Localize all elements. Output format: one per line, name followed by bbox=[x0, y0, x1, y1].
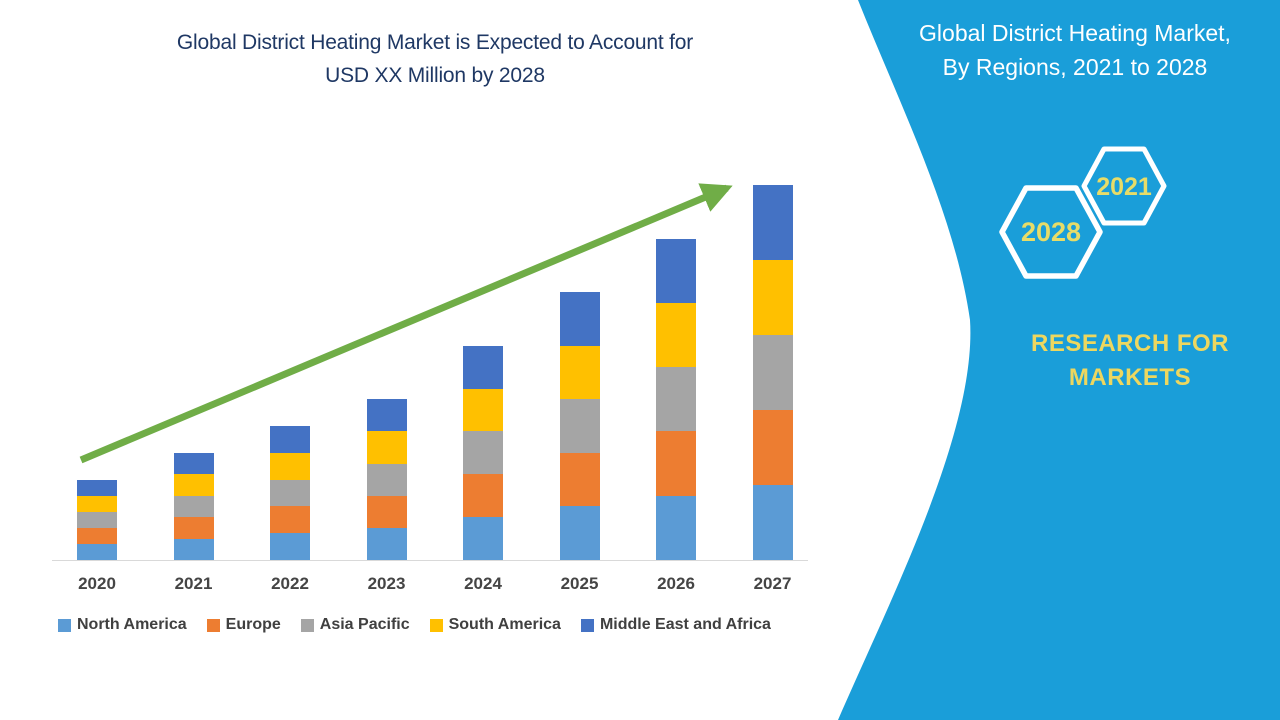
brand-text: RESEARCH FOR MARKETS bbox=[1000, 327, 1260, 395]
bar-segment-north-america bbox=[173, 538, 214, 560]
bar-2023 bbox=[366, 399, 407, 560]
bar-2022 bbox=[270, 426, 310, 560]
bar-segment-asia-pacific bbox=[463, 431, 503, 475]
chart-legend: North America Europe Asia Pacific South Ame… bbox=[58, 616, 771, 634]
x-axis-label-2022: 2022 bbox=[271, 574, 309, 593]
legend-item-south-america: South America bbox=[429, 616, 561, 634]
bar-segment-south-america bbox=[270, 452, 310, 480]
bar-segment-north-america bbox=[752, 485, 793, 560]
bar-segment-asia-pacific bbox=[559, 399, 600, 453]
legend-item-europe: Europe bbox=[206, 616, 281, 634]
badge-year-2028: 2028 bbox=[1021, 217, 1081, 247]
legend-swatch-icon bbox=[58, 618, 71, 632]
x-axis-line bbox=[52, 560, 808, 561]
bar-2027 bbox=[752, 185, 793, 560]
hexagon-badges: 2028 2021 bbox=[999, 146, 1167, 279]
bar-segment-north-america bbox=[366, 527, 407, 560]
hexagon-2028-icon bbox=[999, 185, 1103, 279]
bar-segment-asia-pacific bbox=[270, 479, 310, 507]
badge-year-2021: 2021 bbox=[1096, 173, 1152, 201]
bar-segment-south-america bbox=[463, 388, 503, 432]
legend-swatch-icon bbox=[206, 618, 220, 632]
legend-swatch-icon bbox=[429, 618, 443, 632]
bar-segment-europe bbox=[77, 527, 117, 544]
chart-title: Global District Heating Market is Expect… bbox=[60, 26, 810, 92]
bar-2026 bbox=[656, 238, 696, 560]
x-axis-label-2027: 2027 bbox=[753, 574, 792, 593]
legend-swatch-icon bbox=[300, 618, 314, 632]
bar-segment-europe bbox=[463, 474, 503, 518]
x-axis-label-2020: 2020 bbox=[78, 574, 116, 593]
bar-segment-south-america bbox=[173, 474, 214, 496]
bar-segment-asia-pacific bbox=[77, 511, 117, 528]
bar-segment-middle-east-and-africa bbox=[366, 399, 407, 432]
bar-segment-europe bbox=[270, 506, 310, 534]
bar-2024 bbox=[463, 345, 503, 560]
legend-item-north-america: North America bbox=[58, 616, 187, 634]
chart-title-line2: USD XX Million by 2028 bbox=[325, 64, 545, 87]
legend-item-asia-pacific: Asia Pacific bbox=[300, 616, 410, 634]
bar-segment-north-america bbox=[77, 543, 117, 560]
legend-label: Europe bbox=[225, 616, 281, 633]
bar-segment-asia-pacific bbox=[173, 495, 214, 518]
bar-segment-south-america bbox=[656, 302, 696, 368]
chart-title-line1: Global District Heating Market is Expect… bbox=[176, 31, 694, 54]
panel-title-line1: Global District Heating Market, bbox=[919, 20, 1231, 46]
x-axis-label-2023: 2023 bbox=[367, 574, 406, 593]
bar-2021 bbox=[173, 452, 214, 560]
legend-label: North America bbox=[77, 616, 187, 633]
bar-segment-south-america bbox=[366, 431, 407, 464]
legend-label: Middle East and Africa bbox=[599, 616, 771, 633]
bar-segment-north-america bbox=[270, 533, 310, 560]
swoosh-shape bbox=[838, 0, 1280, 720]
bar-2025 bbox=[559, 292, 600, 560]
bar-segment-middle-east-and-africa bbox=[270, 426, 310, 453]
bar-segment-south-america bbox=[77, 495, 117, 512]
bar-segment-middle-east-and-africa bbox=[77, 479, 117, 496]
bar-segment-asia-pacific bbox=[366, 463, 407, 496]
bar-segment-europe bbox=[173, 517, 214, 539]
bar-segment-middle-east-and-africa bbox=[559, 292, 600, 346]
bar-segment-europe bbox=[559, 452, 600, 507]
x-axis-label-2025: 2025 bbox=[560, 574, 599, 593]
bar-segment-asia-pacific bbox=[656, 367, 696, 432]
brand-line1: RESEARCH FOR bbox=[1030, 330, 1229, 357]
panel-title-line2: By Regions, 2021 to 2028 bbox=[942, 54, 1208, 80]
x-axis-label-2026: 2026 bbox=[657, 574, 695, 593]
bar-segment-europe bbox=[656, 431, 696, 496]
bar-segment-south-america bbox=[752, 260, 793, 336]
bar-segment-middle-east-and-africa bbox=[463, 345, 503, 389]
legend-swatch-icon bbox=[580, 618, 594, 632]
panel-title: Global District Heating Market, By Regio… bbox=[880, 16, 1270, 84]
bar-segment-south-america bbox=[559, 345, 600, 400]
legend-label: Asia Pacific bbox=[319, 616, 410, 633]
bar-segment-north-america bbox=[656, 495, 696, 560]
bar-2020 bbox=[77, 479, 117, 560]
brand-line2: MARKETS bbox=[1068, 364, 1192, 391]
bar-segment-europe bbox=[366, 495, 407, 528]
legend-label: South America bbox=[448, 616, 561, 633]
bar-segment-north-america bbox=[559, 506, 600, 560]
x-axis-label-2021: 2021 bbox=[174, 574, 213, 593]
bar-segment-north-america bbox=[463, 517, 503, 560]
bar-segment-europe bbox=[752, 410, 793, 485]
bar-segment-middle-east-and-africa bbox=[752, 185, 793, 261]
x-axis-label-2024: 2024 bbox=[464, 574, 502, 593]
bar-segment-middle-east-and-africa bbox=[656, 238, 696, 303]
bar-segment-asia-pacific bbox=[752, 335, 793, 411]
legend-item-middle-east-and-africa: Middle East and Africa bbox=[580, 616, 771, 634]
hexagon-2021-icon bbox=[1081, 146, 1167, 226]
bar-segment-middle-east-and-africa bbox=[173, 452, 214, 475]
